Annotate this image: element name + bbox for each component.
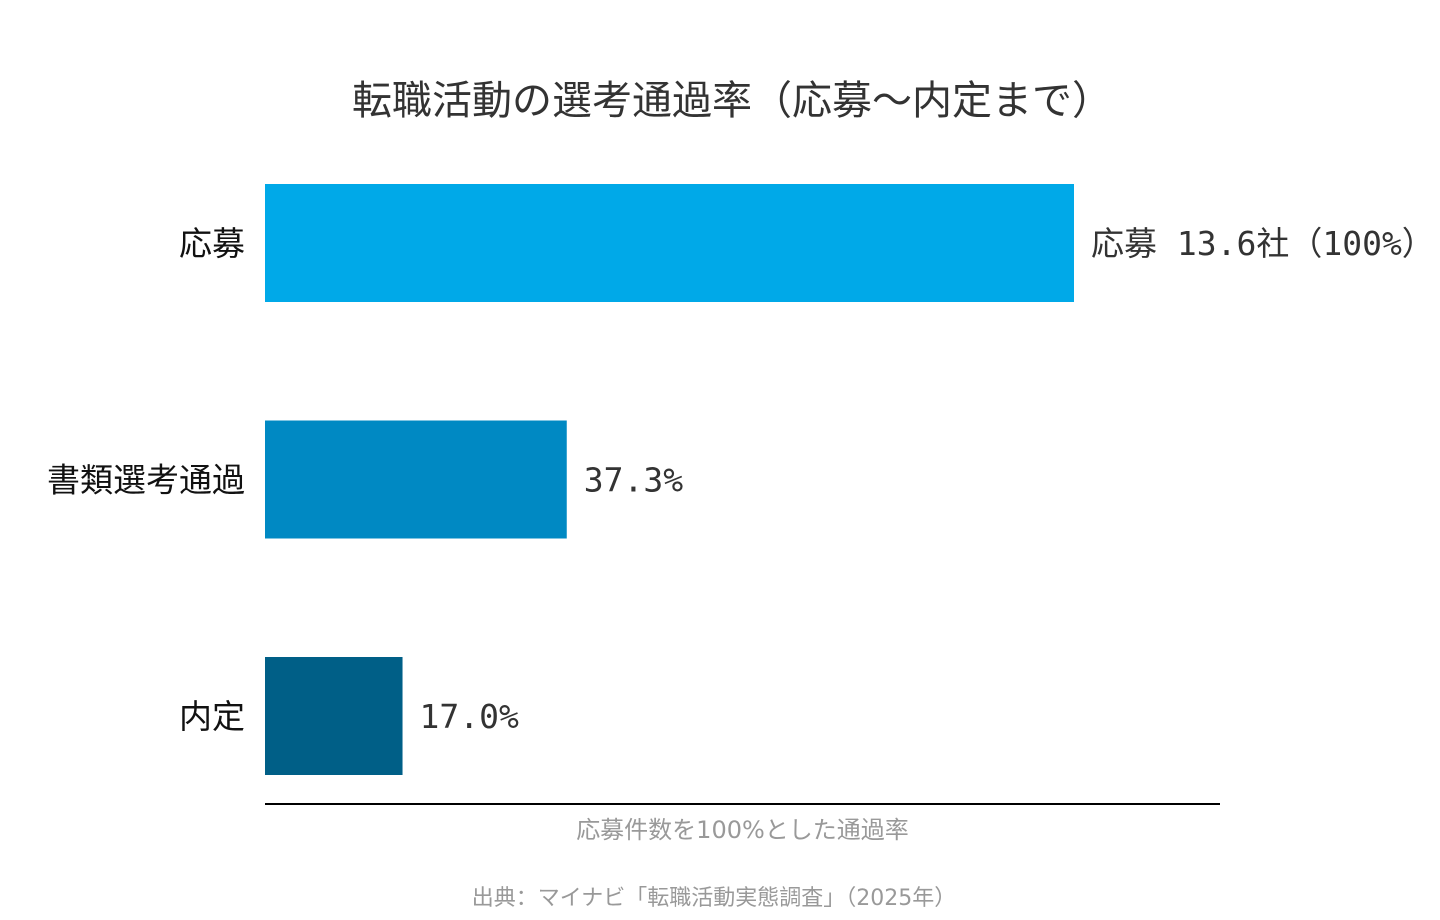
bar (265, 420, 567, 539)
category-label: 書類選考通過 (47, 461, 245, 500)
bar (265, 657, 403, 775)
bar (265, 184, 1074, 302)
data-label: 応募 13.6社（100%） (1091, 224, 1435, 263)
x-axis-label: 応募件数を100%とした通過率 (576, 816, 909, 844)
chart-title: 転職活動の選考通過率（応募～内定まで） (352, 78, 1112, 124)
source-note: 出典：マイナビ「転職活動実態調査」（2025年） (472, 886, 957, 911)
category-label: 応募 (179, 224, 245, 263)
data-label: 37.3% (584, 461, 683, 500)
bars-group: 応募 応募 13.6社（100%） 書類選考通過 37.3% 内定 17.0% (47, 184, 1435, 775)
category-label: 内定 (179, 697, 245, 736)
data-label: 17.0% (420, 697, 519, 736)
